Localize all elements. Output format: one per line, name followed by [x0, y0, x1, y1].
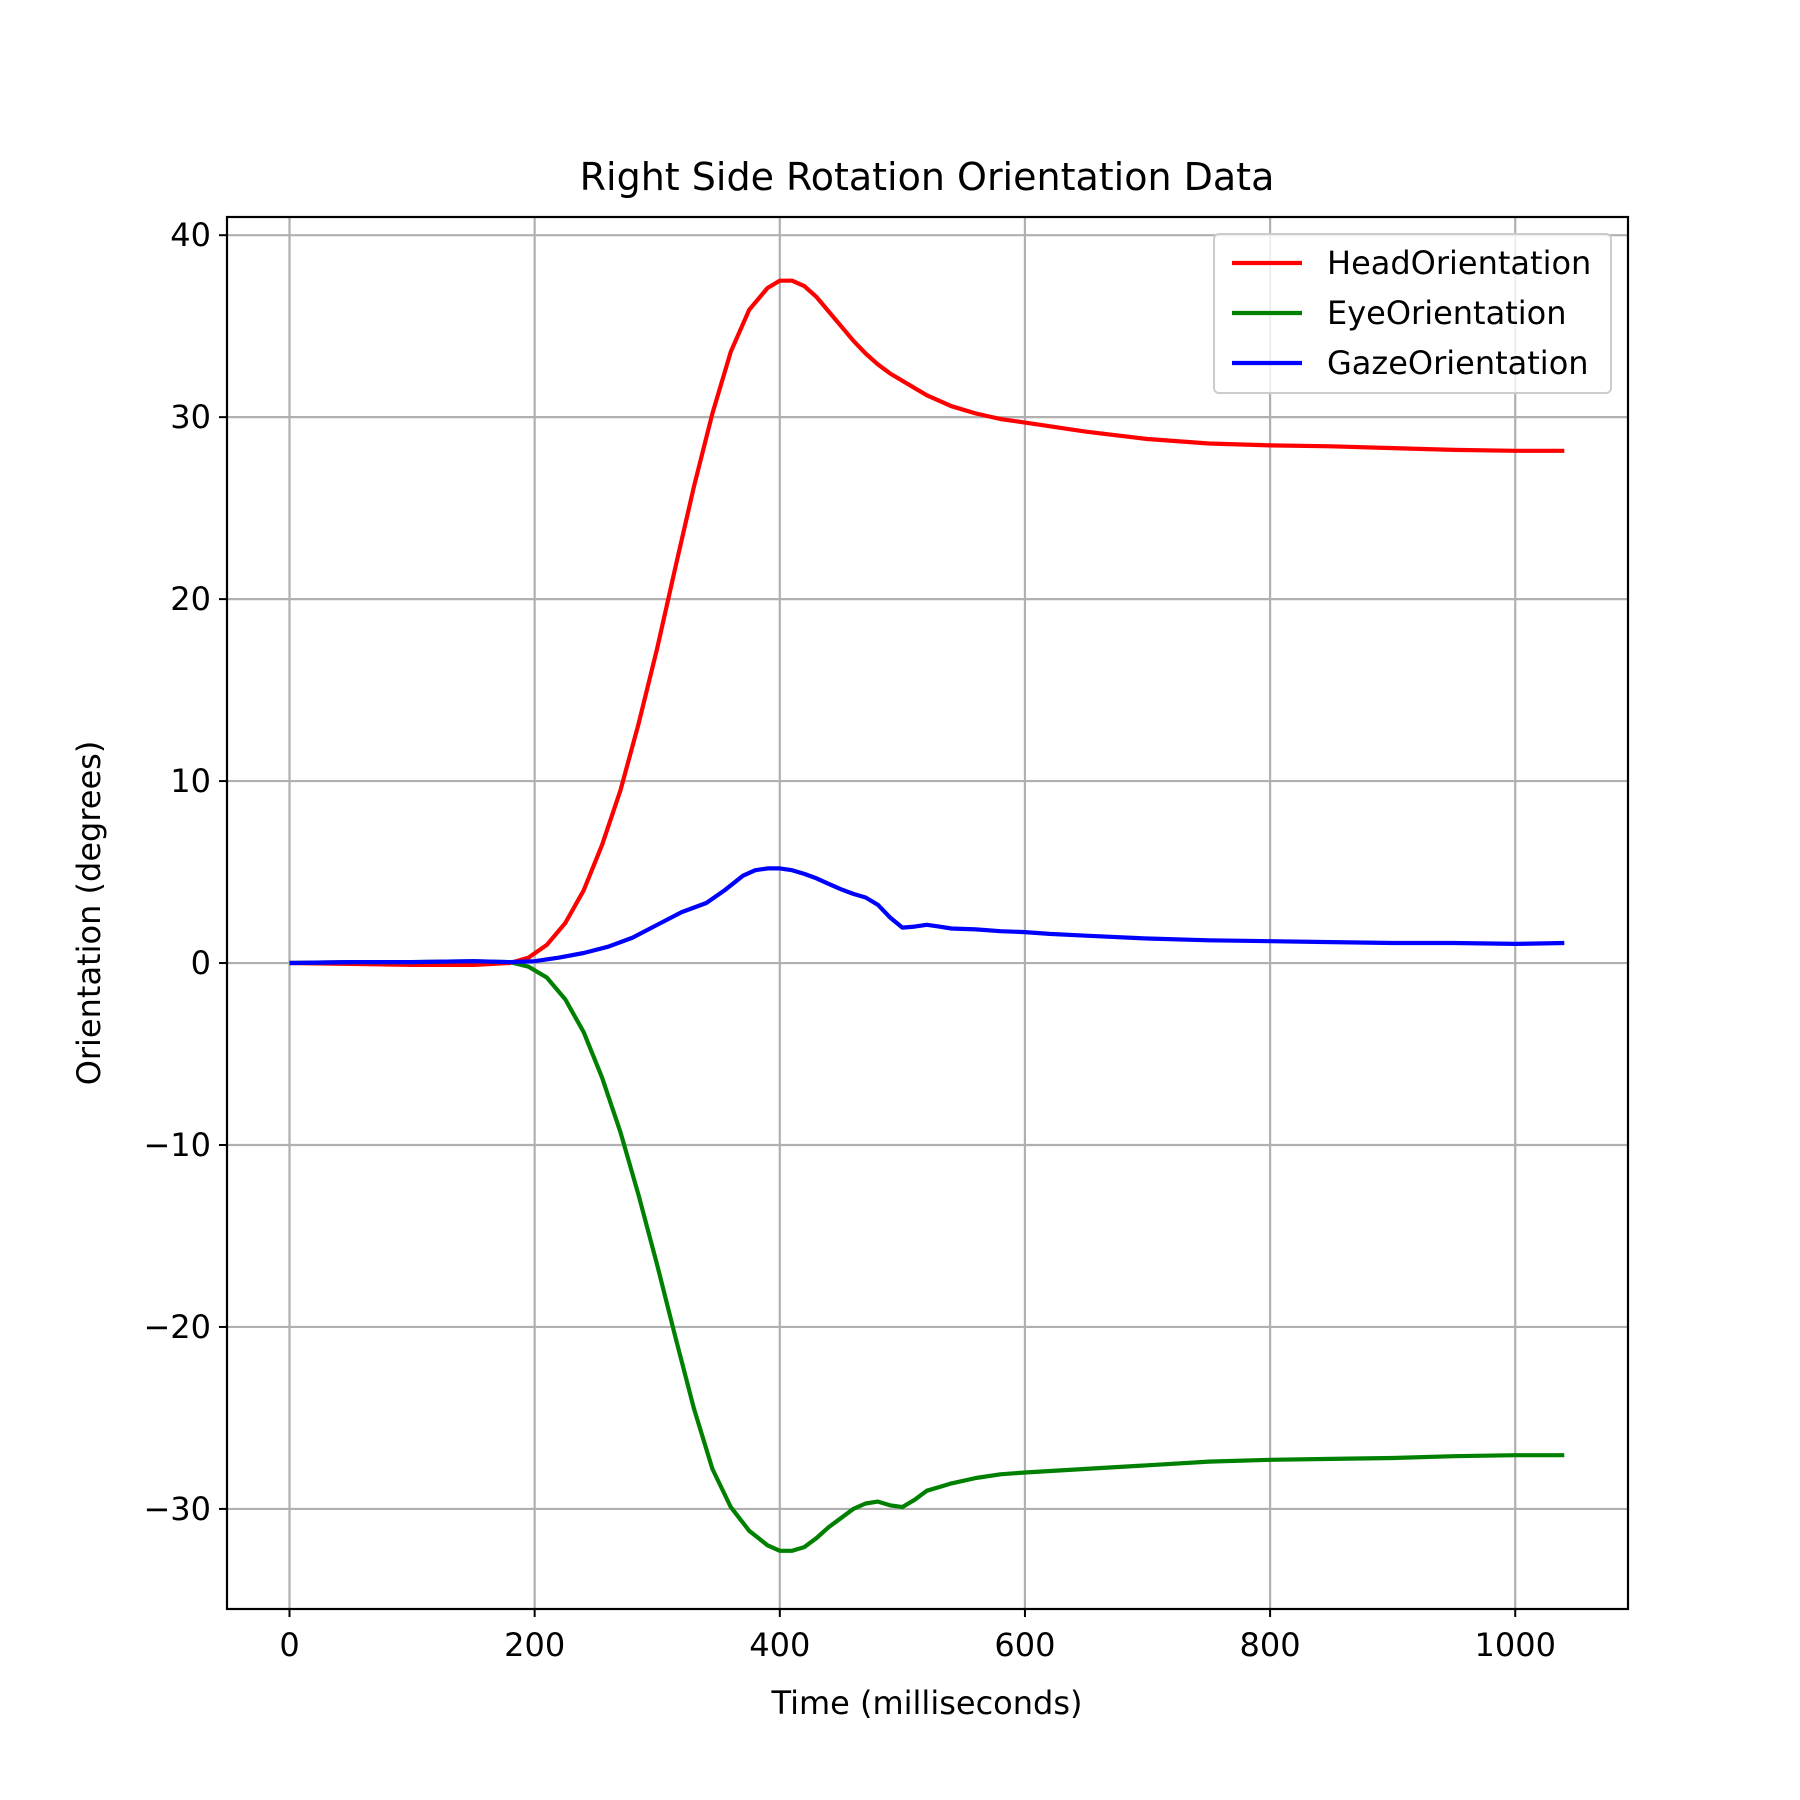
x-tick-label: 400	[749, 1626, 810, 1664]
y-tick-label: 20	[170, 580, 211, 618]
y-tick-label: 30	[170, 398, 211, 436]
series-line-gazeorientation	[289, 866, 1565, 966]
legend-items: HeadOrientation EyeOrientation GazeOrienta…	[1232, 244, 1591, 382]
series-line-headorientation	[289, 278, 1565, 968]
y-tick-label: −20	[143, 1308, 211, 1346]
legend-box	[1213, 233, 1612, 394]
y-tick-label: 10	[170, 762, 211, 800]
legend-label-headorientation: HeadOrientation	[1327, 244, 1591, 282]
legend: HeadOrientation EyeOrientation GazeOrienta…	[1213, 233, 1612, 394]
y-tick-label: 40	[170, 216, 211, 254]
chart-title: Right Side Rotation Orientation Data	[580, 155, 1275, 199]
y-tick-label: 0	[191, 944, 211, 982]
series-lines	[289, 278, 1565, 1553]
x-tick-label: 600	[994, 1626, 1055, 1664]
x-tick-label: 200	[504, 1626, 565, 1664]
x-axis-label: Time (milliseconds)	[771, 1684, 1083, 1722]
y-tick-label: −10	[143, 1126, 211, 1164]
x-tick-label: 1000	[1475, 1626, 1556, 1664]
series-line-eyeorientation	[289, 959, 1565, 1553]
y-axis-label: Orientation (degrees)	[70, 741, 108, 1086]
plot-frame	[225, 215, 1630, 1611]
grid	[227, 217, 1628, 1609]
x-tick-label: 0	[279, 1626, 299, 1664]
axis-ticks: 0 200 400 600 800 1000 −30 −20 −10 0 10 20 30 40	[143, 216, 1555, 1664]
x-tick-label: 800	[1240, 1626, 1301, 1664]
legend-label-eyeorientation: EyeOrientation	[1327, 294, 1567, 332]
y-tick-label: −30	[143, 1490, 211, 1528]
legend-label-gazeorientation: GazeOrientation	[1327, 344, 1589, 382]
